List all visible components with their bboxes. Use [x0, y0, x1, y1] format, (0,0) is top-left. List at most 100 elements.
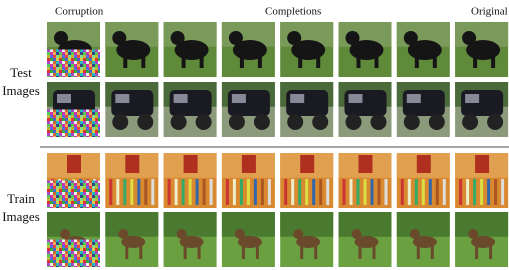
subject — [494, 179, 497, 205]
subject — [189, 179, 192, 205]
subject — [489, 245, 492, 259]
subject — [293, 229, 303, 239]
subject — [352, 229, 362, 239]
image-tile — [222, 82, 275, 137]
subject — [123, 52, 127, 68]
subject — [314, 245, 317, 259]
image-tile — [397, 212, 450, 267]
subject — [130, 179, 133, 205]
image-top — [455, 212, 508, 237]
subject — [175, 179, 178, 205]
subject — [235, 229, 245, 239]
subject — [431, 245, 434, 259]
subject — [415, 52, 419, 68]
subject — [196, 179, 199, 205]
subject — [125, 245, 128, 259]
image-top — [397, 212, 450, 237]
subject — [462, 114, 478, 130]
subject — [343, 179, 346, 205]
original-header: Original — [471, 6, 508, 18]
image-tile — [164, 212, 217, 267]
subject — [229, 114, 245, 130]
subject — [287, 114, 303, 130]
subject — [378, 179, 381, 205]
image-tile — [105, 82, 158, 137]
subject — [407, 94, 421, 103]
image-tile — [455, 22, 508, 77]
subject — [258, 52, 262, 68]
subject — [480, 179, 483, 205]
subject — [459, 179, 462, 205]
subject — [359, 155, 373, 173]
subject — [256, 245, 259, 259]
image-tile — [222, 22, 275, 77]
image-top — [164, 212, 217, 237]
subject — [232, 94, 246, 103]
subject — [168, 179, 171, 205]
subject — [312, 179, 315, 205]
image-tile — [105, 153, 158, 208]
subject — [151, 179, 154, 205]
subject — [466, 179, 469, 205]
subject — [184, 155, 198, 173]
subject — [422, 179, 425, 205]
subject — [475, 245, 478, 259]
subject — [350, 179, 353, 205]
subject — [487, 179, 490, 205]
subject — [491, 52, 495, 68]
subject — [357, 179, 360, 205]
subject — [401, 179, 404, 205]
subject — [196, 114, 212, 130]
image-tile — [280, 22, 333, 77]
subject — [115, 94, 129, 103]
subject — [375, 52, 379, 68]
subject — [385, 179, 388, 205]
subject — [415, 179, 418, 205]
subject — [326, 179, 329, 205]
subject — [139, 245, 142, 259]
subject — [316, 52, 320, 68]
image-tile — [339, 82, 392, 137]
subject — [112, 114, 128, 130]
group-label: Train — [7, 191, 35, 206]
subject — [210, 179, 213, 205]
image-tile — [397, 153, 450, 208]
group-label: Test — [10, 65, 32, 80]
subject — [174, 94, 188, 103]
subject — [54, 31, 68, 45]
subject — [137, 179, 140, 205]
subject — [268, 179, 271, 205]
subject — [118, 229, 128, 239]
image-top — [222, 212, 275, 237]
completions-header: Completions — [265, 6, 321, 18]
subject — [373, 245, 376, 259]
image-tile — [47, 153, 100, 208]
image-tile — [455, 153, 508, 208]
subject — [171, 114, 187, 130]
image-tile — [47, 82, 100, 137]
subject — [200, 52, 204, 68]
image-top — [105, 212, 158, 237]
image-tile — [105, 22, 158, 77]
subject — [242, 155, 256, 173]
noise-mask — [47, 240, 100, 268]
image-tile — [105, 212, 158, 267]
subject — [247, 179, 250, 205]
subject — [462, 31, 476, 45]
image-top — [47, 212, 100, 237]
image-tile — [455, 212, 508, 267]
subject — [371, 179, 374, 205]
subject — [141, 52, 145, 68]
image-top — [280, 212, 333, 237]
subject — [291, 179, 294, 205]
noise-mask — [47, 181, 100, 209]
subject — [137, 114, 153, 130]
subject — [417, 245, 420, 259]
image-tile — [339, 22, 392, 77]
subject — [125, 155, 139, 173]
subject — [349, 94, 363, 103]
subject — [319, 179, 322, 205]
subject — [300, 155, 314, 173]
subject — [182, 52, 186, 68]
subject — [290, 94, 304, 103]
